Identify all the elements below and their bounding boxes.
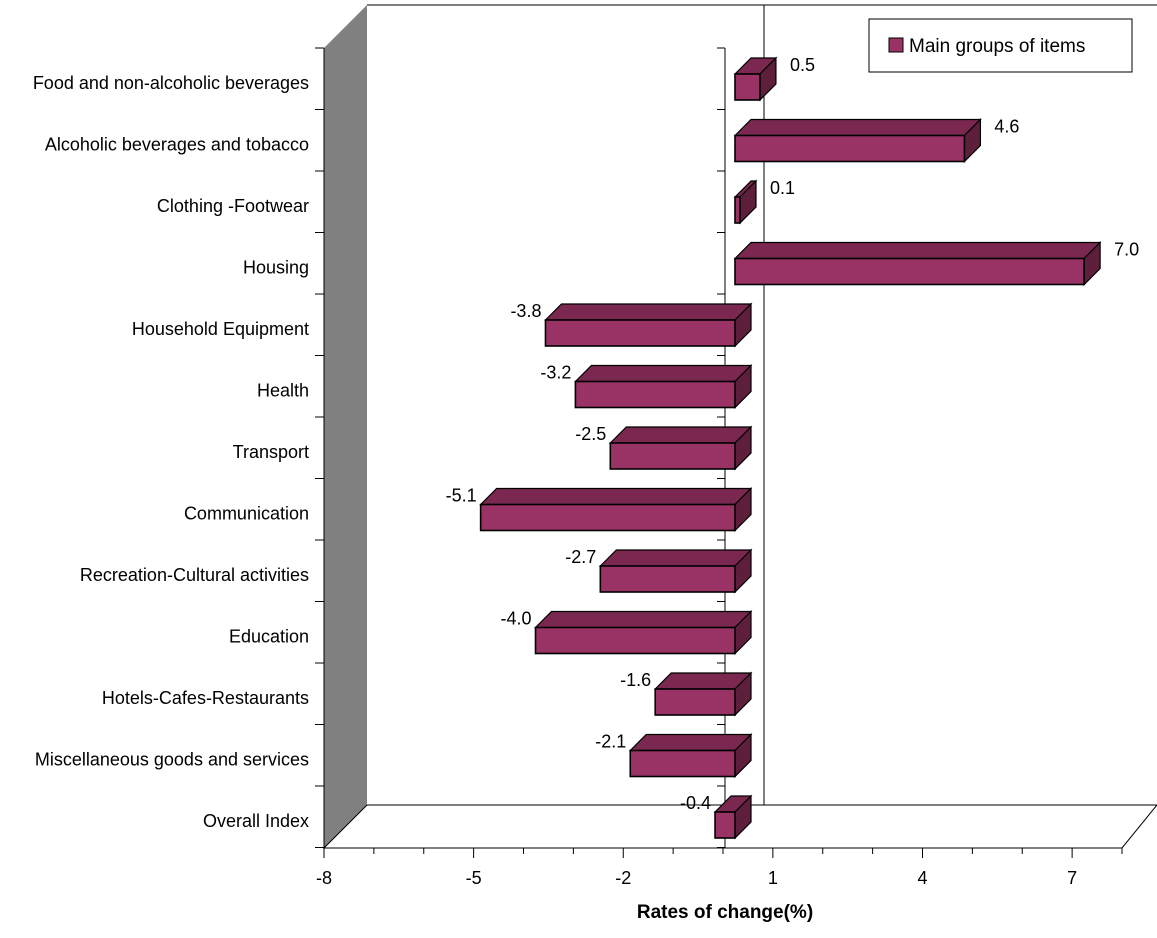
x-tick-label: -5 bbox=[466, 868, 482, 888]
x-tick-label: -8 bbox=[316, 868, 332, 888]
x-tick-label: 7 bbox=[1067, 868, 1077, 888]
category-label: Clothing -Footwear bbox=[157, 196, 309, 216]
x-axis-title: Rates of change(%) bbox=[637, 902, 813, 923]
value-label: -2.1 bbox=[595, 732, 626, 752]
bar-front bbox=[534, 626, 736, 655]
bar-front bbox=[479, 503, 736, 532]
bar bbox=[479, 487, 753, 532]
bar-front bbox=[734, 134, 966, 163]
bar-top bbox=[534, 610, 753, 629]
bar-front bbox=[629, 749, 736, 778]
value-label: -5.1 bbox=[446, 486, 477, 506]
x-tick-label: -2 bbox=[615, 868, 631, 888]
left-wall bbox=[324, 5, 367, 848]
bar bbox=[713, 794, 753, 840]
value-label: -2.7 bbox=[565, 547, 596, 567]
bar bbox=[573, 364, 753, 409]
bar-front bbox=[599, 565, 736, 593]
bar-top bbox=[628, 733, 753, 752]
bar-front bbox=[609, 442, 736, 470]
bar bbox=[653, 671, 753, 717]
value-label: 7.0 bbox=[1114, 240, 1139, 260]
category-label: Communication bbox=[184, 504, 309, 524]
category-label: Alcoholic beverages and tobacco bbox=[45, 135, 309, 155]
legend-swatch bbox=[888, 37, 904, 53]
bar bbox=[733, 56, 778, 102]
value-label: 4.6 bbox=[994, 117, 1019, 137]
bar-front bbox=[714, 811, 736, 839]
value-label: -3.2 bbox=[540, 363, 571, 383]
category-label: Hotels-Cafes-Restaurants bbox=[102, 688, 309, 708]
value-label: 0.1 bbox=[770, 178, 795, 198]
legend-label: Main groups of items bbox=[909, 36, 1085, 57]
category-label: Household Equipment bbox=[132, 319, 309, 339]
bar bbox=[608, 425, 753, 471]
bar-top bbox=[544, 303, 753, 321]
bar-front bbox=[734, 257, 1085, 286]
bar-top bbox=[733, 241, 1102, 260]
bar-front bbox=[544, 319, 736, 347]
category-label: Food and non-alcoholic beverages bbox=[33, 73, 309, 93]
bar bbox=[733, 118, 982, 163]
x-axis: -8 -5 -2 1 4 7 bbox=[316, 848, 1123, 888]
legend: Main groups of items bbox=[868, 18, 1133, 73]
bar-top bbox=[598, 549, 753, 567]
value-label: -2.5 bbox=[575, 424, 606, 444]
category-label: Overall Index bbox=[203, 811, 309, 831]
category-label: Miscellaneous goods and services bbox=[35, 750, 309, 770]
value-label: -0.4 bbox=[680, 793, 711, 813]
chart-frame bbox=[322, 4, 1157, 849]
bar bbox=[534, 610, 753, 655]
category-label: Education bbox=[229, 627, 309, 647]
value-labels: 0.5 4.6 0.1 7.0 -3.8 -3.2 -2.5 -5.1 -2.7 -4.0 -1.6… bbox=[446, 55, 1140, 813]
category-labels: Food and non-alcoholic beverages Alcoholi… bbox=[33, 47, 325, 848]
category-label: Transport bbox=[233, 442, 309, 462]
bar-front bbox=[654, 688, 736, 716]
value-label: -1.6 bbox=[620, 670, 651, 690]
bar bbox=[733, 179, 758, 225]
bar bbox=[628, 733, 753, 778]
bar-top bbox=[608, 426, 753, 444]
bar bbox=[544, 302, 753, 348]
value-label: 0.5 bbox=[790, 55, 815, 75]
x-tick-label: 4 bbox=[917, 868, 927, 888]
bar bbox=[598, 548, 753, 594]
bar-front bbox=[574, 380, 736, 409]
bar-front bbox=[734, 73, 761, 101]
bar-top bbox=[573, 364, 753, 383]
value-label: -4.0 bbox=[500, 609, 531, 629]
bar-top bbox=[479, 487, 753, 506]
bar bbox=[733, 241, 1102, 286]
x-tick-label: 1 bbox=[768, 868, 778, 888]
category-label: Health bbox=[257, 381, 309, 401]
category-label: Recreation-Cultural activities bbox=[80, 565, 309, 585]
bar-front bbox=[734, 196, 741, 224]
value-label: -3.8 bbox=[510, 301, 541, 321]
category-label: Housing bbox=[243, 258, 309, 278]
legend-box bbox=[868, 18, 1133, 73]
bar-top bbox=[733, 118, 982, 137]
